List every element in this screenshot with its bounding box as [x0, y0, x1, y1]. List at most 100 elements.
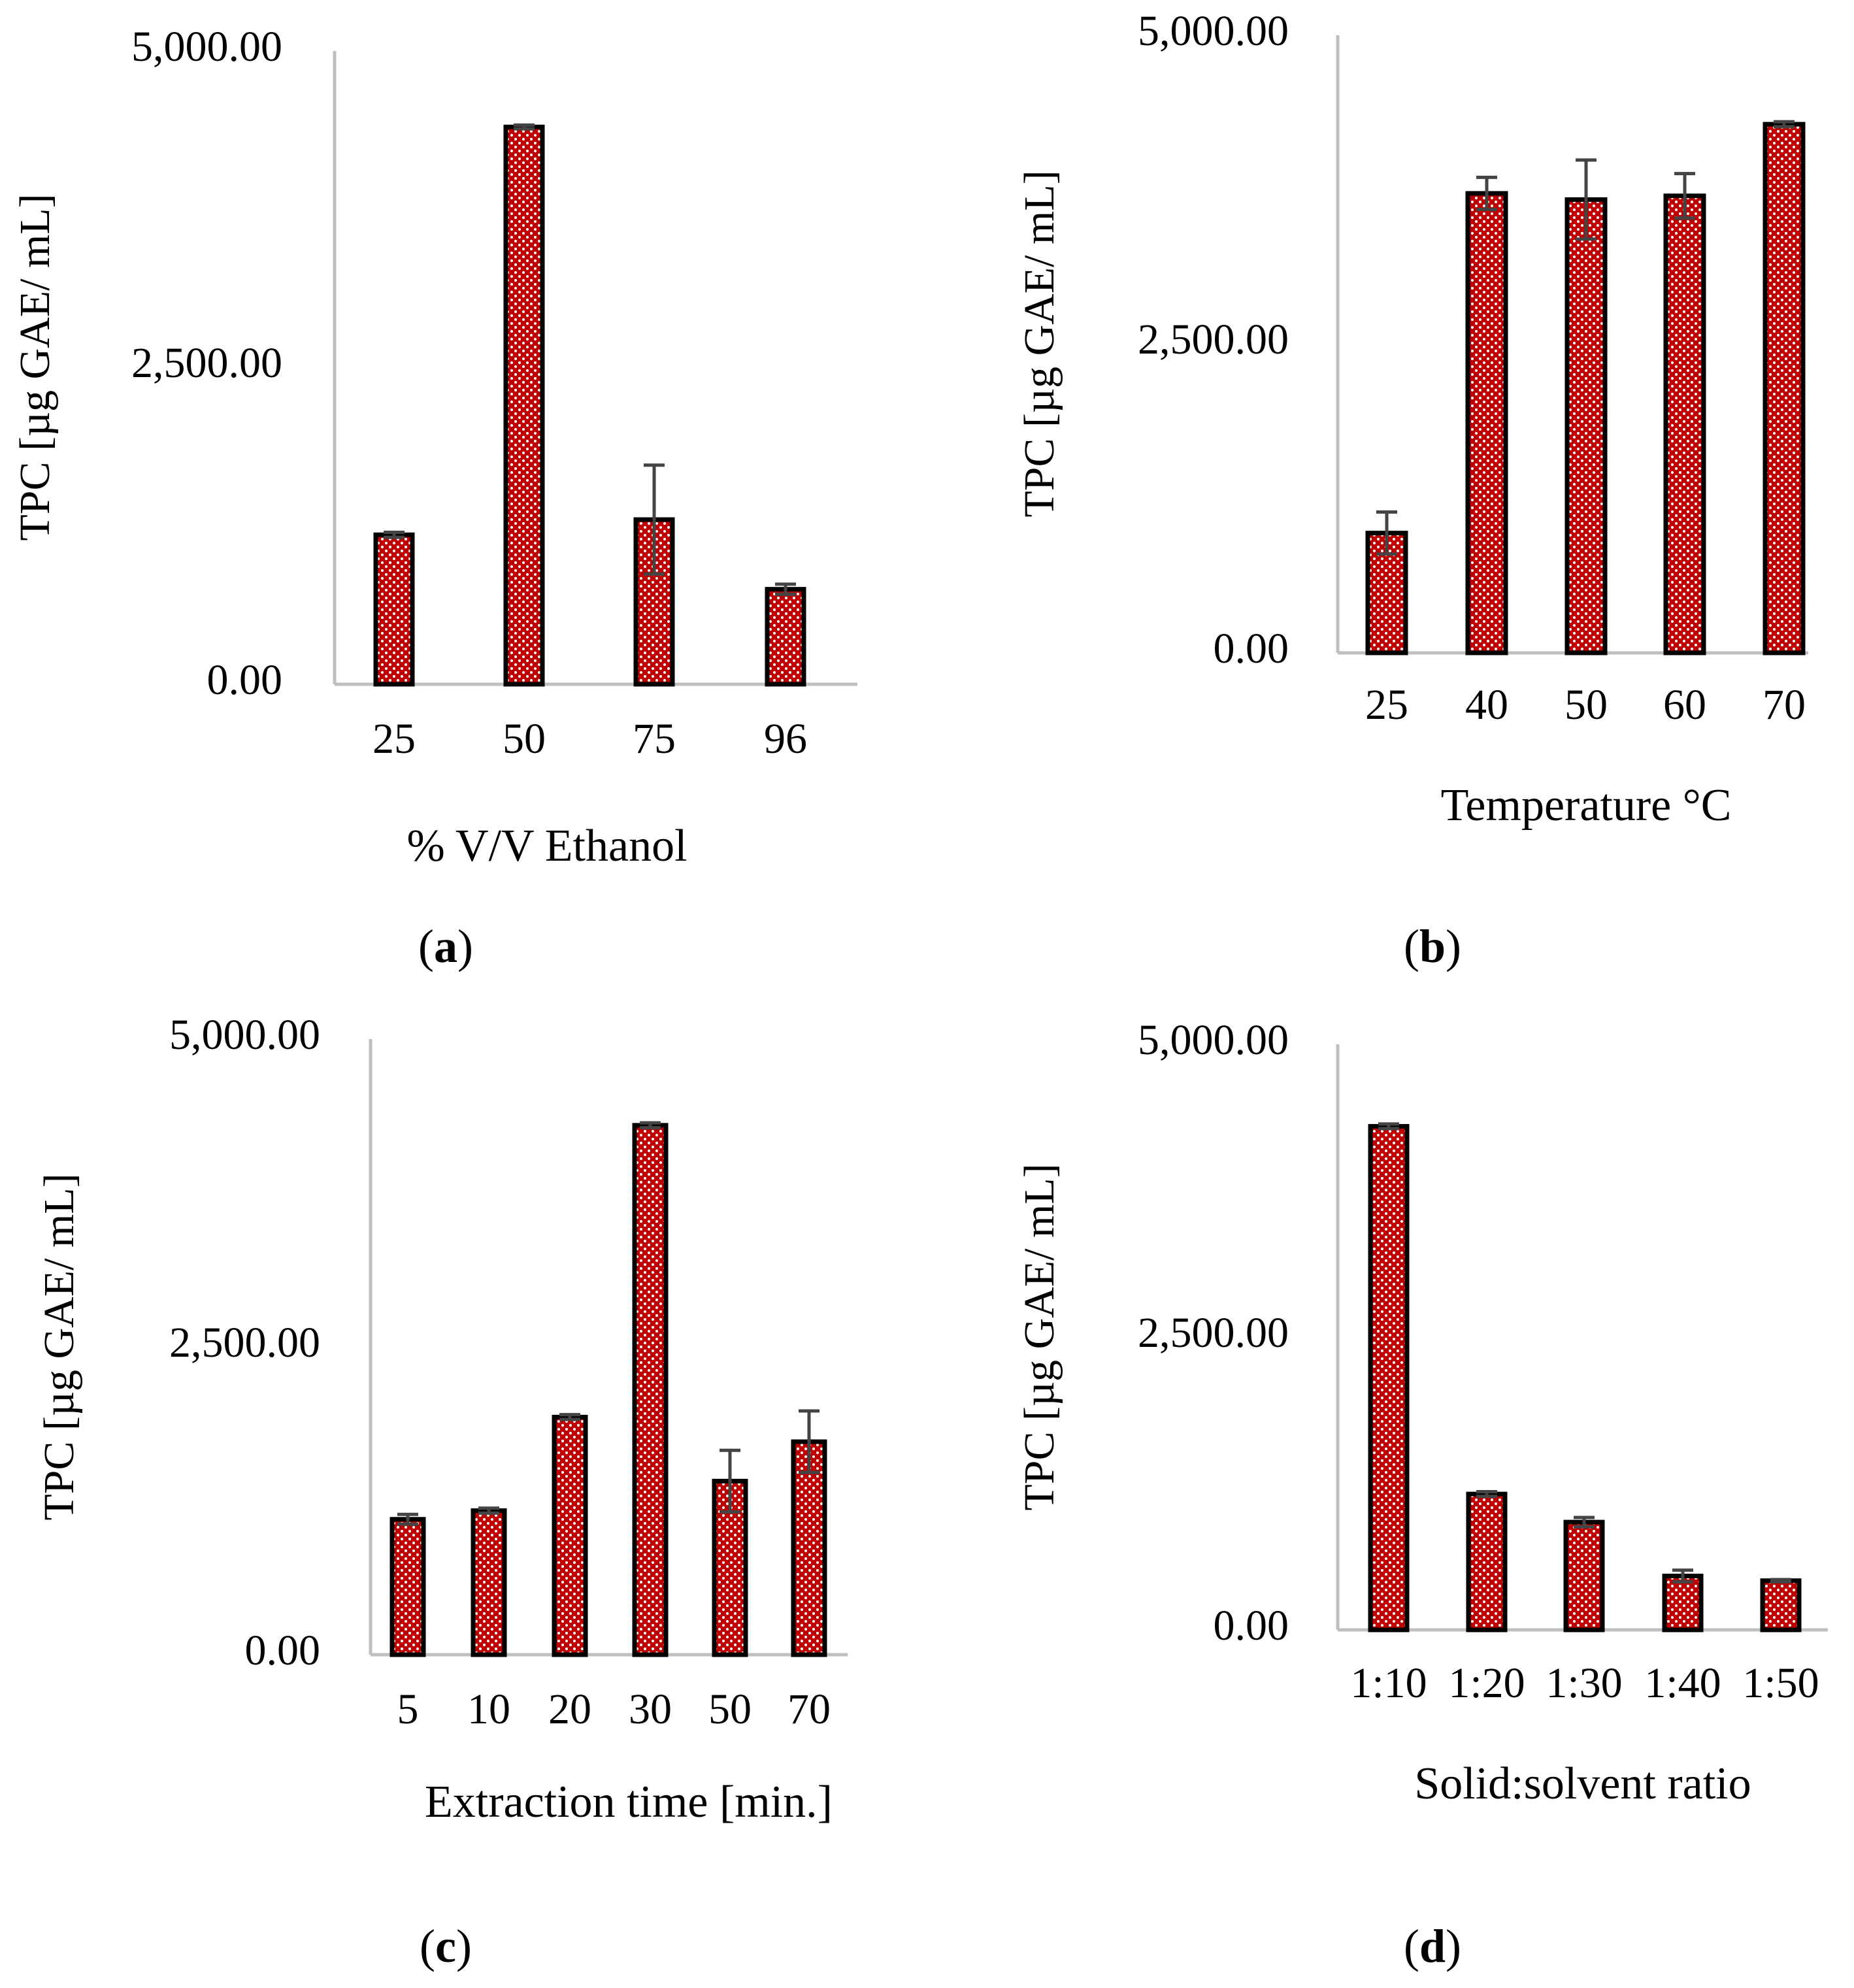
error-bar — [1672, 1568, 1693, 1584]
error-bar — [514, 123, 535, 131]
x-category-labels: 25 40 50 60 70 — [1365, 681, 1806, 729]
y-axis-title: TPC [µg GAE/ mL] — [11, 193, 59, 540]
bar — [1563, 1519, 1605, 1632]
y-tick-label: 5,000.00 — [169, 1011, 320, 1059]
y-axis-title: TPC [µg GAE/ mL] — [35, 1173, 83, 1520]
bar — [373, 532, 415, 687]
bar — [503, 124, 545, 687]
y-tick-label: 5,000.00 — [1138, 1016, 1289, 1064]
x-category-label: 1:40 — [1644, 1659, 1721, 1707]
bar-group — [373, 124, 806, 687]
y-tick-labels: 0.00 2,500.00 5,000.00 — [1138, 1016, 1289, 1649]
x-category-label: 96 — [764, 715, 807, 763]
x-category-labels: 25 50 75 96 — [372, 715, 807, 763]
x-category-label: 25 — [1365, 681, 1408, 729]
bar-group — [389, 1123, 827, 1657]
x-category-labels: 5 10 20 30 50 70 — [397, 1685, 831, 1733]
error-bar — [559, 1413, 580, 1421]
error-bar — [1576, 158, 1597, 241]
y-tick-label: 2,500.00 — [1138, 316, 1289, 363]
x-category-label: 50 — [1564, 681, 1608, 729]
y-tick-label: 0.00 — [1214, 1602, 1289, 1649]
error-bar — [1476, 175, 1497, 211]
chart-panel-d: 0.00 2,500.00 5,000.00 1:10 1:20 1:30 1:40 1… — [1016, 1016, 1828, 1972]
y-tick-label: 5,000.00 — [1138, 7, 1289, 55]
error-bar — [1476, 1490, 1497, 1499]
x-category-label: 50 — [708, 1685, 752, 1733]
y-tick-label: 0.00 — [1214, 625, 1289, 672]
bar — [1763, 122, 1806, 655]
bar — [1465, 191, 1508, 655]
x-axis-title: Solid:solvent ratio — [1414, 1759, 1751, 1809]
x-category-label: 1:50 — [1742, 1659, 1819, 1707]
bar — [765, 587, 806, 687]
error-bar — [1770, 1578, 1791, 1584]
y-tick-label: 0.00 — [207, 656, 283, 704]
error-bar — [1378, 1122, 1399, 1131]
bar — [1663, 193, 1706, 655]
x-category-label: 25 — [372, 715, 416, 763]
y-tick-label: 2,500.00 — [131, 339, 282, 387]
bar — [1368, 1123, 1410, 1632]
error-bar — [478, 1506, 499, 1515]
y-tick-label: 5,000.00 — [131, 23, 282, 71]
error-bar — [1376, 510, 1397, 556]
x-category-label: 5 — [397, 1685, 419, 1733]
panel-letter: b — [1419, 920, 1446, 972]
chart-panel-b: 0.00 2,500.00 5,000.00 25 40 50 60 70 TPC [µ… — [1016, 7, 1808, 972]
bar — [632, 1123, 669, 1657]
panel-letter: a — [434, 920, 457, 972]
x-category-label: 10 — [467, 1685, 510, 1733]
y-axis-title: TPC [µg GAE/ mL] — [1016, 1163, 1063, 1510]
x-category-label: 75 — [633, 715, 676, 763]
x-category-label: 1:20 — [1448, 1659, 1525, 1707]
y-axis-title: TPC [µg GAE/ mL] — [1016, 170, 1063, 517]
error-bar — [720, 1448, 740, 1514]
x-category-label: 70 — [1763, 681, 1806, 729]
bar — [471, 1508, 507, 1657]
x-axis-title: Temperature °C — [1441, 780, 1732, 831]
y-tick-label: 0.00 — [245, 1627, 321, 1674]
error-bar — [775, 582, 796, 596]
error-bar-group — [1378, 1122, 1791, 1584]
x-category-label: 40 — [1465, 681, 1508, 729]
error-bar-group — [384, 123, 796, 596]
x-category-label: 1:10 — [1350, 1659, 1427, 1707]
error-bar — [1774, 120, 1795, 129]
bar — [552, 1414, 588, 1657]
error-bar — [1574, 1516, 1595, 1529]
y-tick-labels: 0.00 2,500.00 5,000.00 — [131, 23, 282, 704]
chart-panel-c: 0.00 2,500.00 5,000.00 5 10 20 30 50 70 TPC [… — [35, 1011, 848, 1972]
x-category-label: 20 — [548, 1685, 591, 1733]
x-category-label: 50 — [503, 715, 546, 763]
y-tick-label: 2,500.00 — [169, 1319, 320, 1367]
x-category-label: 60 — [1663, 681, 1706, 729]
bar — [1662, 1574, 1704, 1632]
bar — [1564, 197, 1608, 655]
bar-group — [1368, 1123, 1802, 1632]
panel-label: (a) — [418, 920, 473, 972]
bar-group — [1365, 122, 1806, 655]
y-tick-labels: 0.00 2,500.00 5,000.00 — [1138, 7, 1289, 672]
error-bar — [384, 530, 405, 539]
bar — [1760, 1578, 1802, 1632]
chart-panel-a: 0.00 2,500.00 5,000.00 25 50 75 96 TPC [µg … — [11, 23, 857, 972]
x-axis-title: Extraction time [min.] — [425, 1777, 833, 1827]
x-category-label: 1:30 — [1546, 1659, 1622, 1707]
error-bar — [799, 1409, 819, 1474]
bar — [1466, 1491, 1508, 1632]
error-bar — [644, 463, 665, 576]
y-tick-label: 2,500.00 — [1138, 1309, 1289, 1357]
panel-label: (d) — [1404, 1920, 1461, 1972]
panel-letter: c — [435, 1920, 456, 1972]
bar — [389, 1517, 426, 1657]
x-category-label: 70 — [787, 1685, 831, 1733]
bar — [791, 1439, 827, 1657]
x-category-labels: 1:10 1:20 1:30 1:40 1:50 — [1350, 1659, 1819, 1707]
panel-label: (b) — [1404, 920, 1461, 972]
y-tick-labels: 0.00 2,500.00 5,000.00 — [169, 1011, 320, 1674]
error-bar-group — [1376, 120, 1795, 556]
error-bar — [640, 1121, 661, 1130]
error-bar-group — [397, 1121, 819, 1526]
